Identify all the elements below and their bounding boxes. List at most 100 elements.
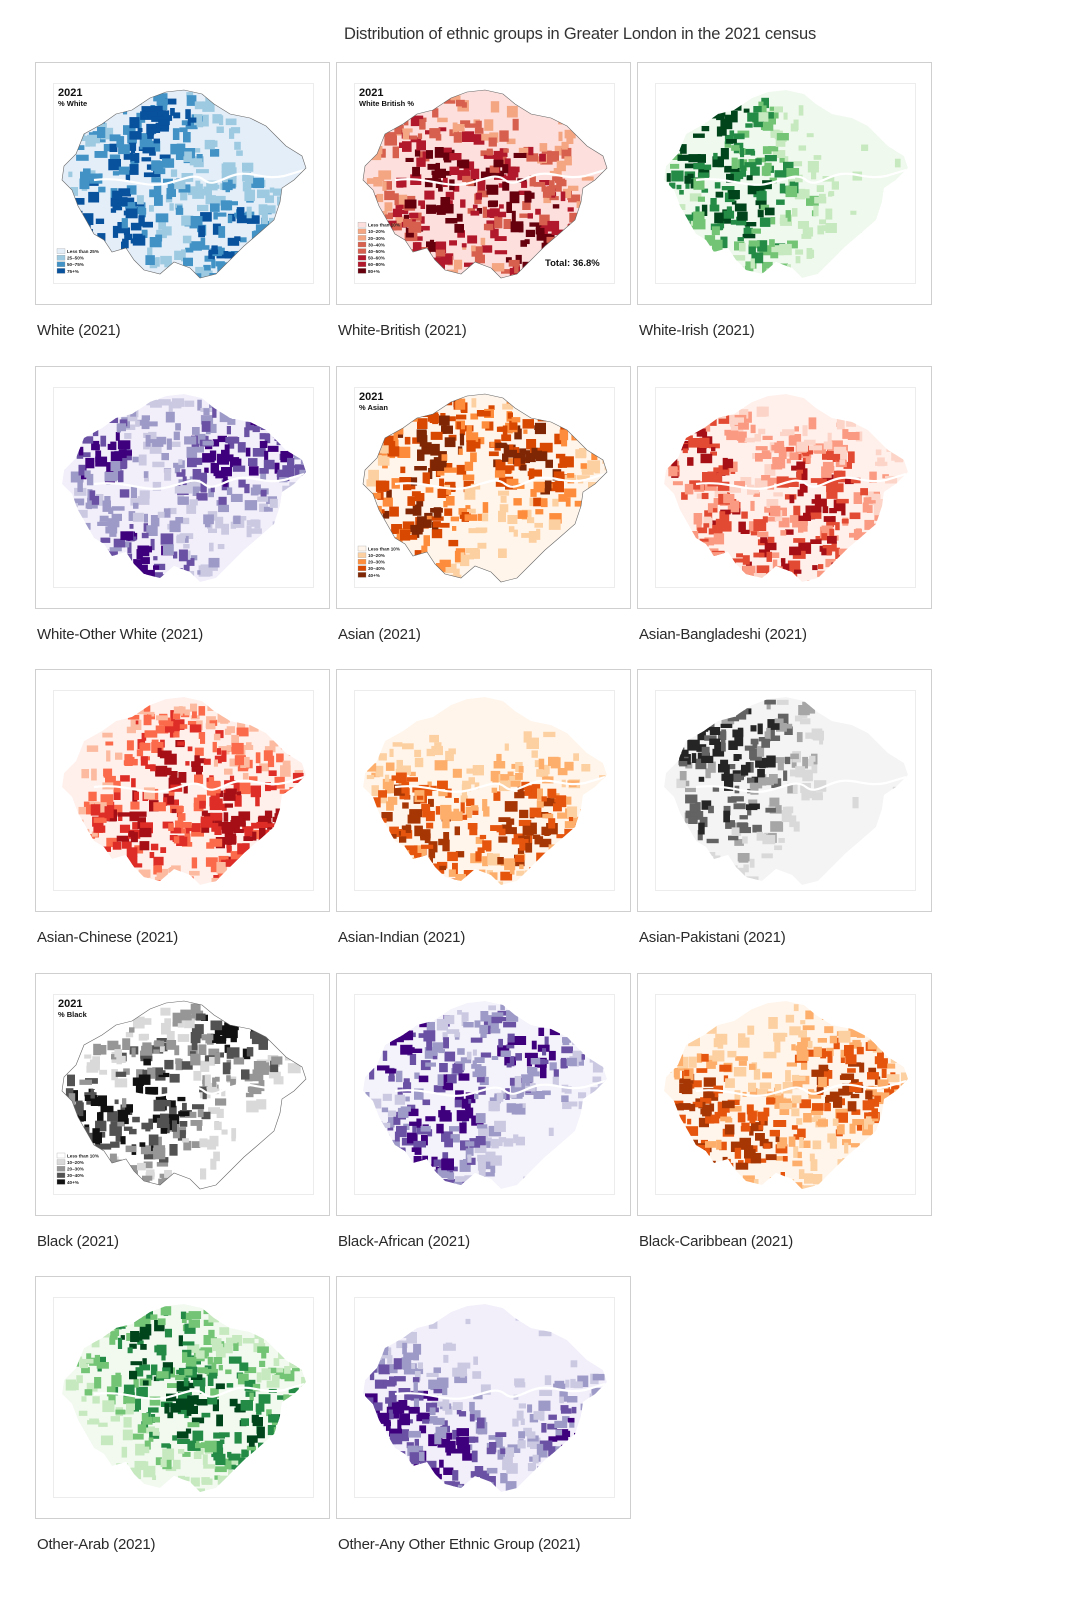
legend-swatch [357,268,367,274]
legend-swatch [56,255,66,261]
legend-swatch [357,551,367,558]
legend-label: Less than 25% [67,249,99,254]
map-image: 2021 White British % Less than 10% 10–20% 20… [354,83,615,284]
map-caption: White-Other White (2021) [37,625,204,643]
legend-label: 25–50% [67,256,84,261]
map-frame: 2021% Black Less than 10% 10–20% 20–30% 30–4… [35,972,330,1216]
map-caption: Black (2021) [37,1232,119,1250]
map-image: 2021% White Less than 25% 25–50% 50–75% 75+% [53,83,314,284]
map-inset-subtitle: % White [58,99,87,108]
map-inset-subtitle: % Asian [359,403,388,412]
map-caption: Asian-Bangladeshi (2021) [639,625,807,643]
map-caption: Asian-Chinese (2021) [37,929,179,946]
map-inset-title: 2021 [359,87,383,99]
choropleth-map [664,393,908,582]
legend-label: 20–30% [368,559,385,564]
legend-swatch [56,248,66,254]
map-image [354,1297,615,1498]
choropleth-map [664,1000,908,1189]
map-frame [336,669,631,912]
legend-swatch [56,1172,66,1178]
legend-label: 30–40% [368,566,385,571]
map-caption: Asian-Indian (2021) [338,929,466,946]
map-image [655,993,916,1195]
legend-swatch [56,1178,66,1185]
choropleth-map: 2021% Asian Less than 10% 10–20%20–30% 30–4… [357,391,608,582]
legend-label: 40–50% [368,249,385,254]
legend-swatch [357,222,367,228]
map-frame: 2021% White Less than 25% 25–50% 50–75% 75+% [35,62,330,305]
legend-label: 20–30% [67,1166,84,1171]
choropleth-map: 2021% White Less than 25% 25–50%50–75% 75+% [56,87,307,279]
map-caption: Black-Caribbean (2021) [639,1232,794,1250]
legend-label: 40+% [67,1179,79,1184]
map-image [53,1297,314,1498]
choropleth-map [363,1000,607,1189]
map-caption: Asian-Pakistani (2021) [639,929,786,946]
map-frame [637,62,932,305]
map-frame [637,365,932,609]
map-image [354,690,615,891]
map-frame: 2021% Asian Less than 10% 10–20% 20–30% 30–4… [336,365,631,609]
choropleth-map [363,1304,607,1492]
legend-label: 10–20% [368,229,385,234]
legend-swatch [357,558,367,564]
map-inset-subtitle: % Black [58,1010,88,1019]
legend-label: 40+% [368,572,380,577]
page-title: Distribution of ethnic groups in Greater… [343,25,817,43]
legend-label: Less than 10% [67,1153,99,1158]
legend-swatch [56,1158,66,1165]
legend-swatch [357,255,367,261]
map-image [53,386,314,588]
legend-swatch [56,261,66,267]
legend-label: 75+% [67,269,79,274]
map-caption: Black-African (2021) [338,1232,470,1250]
map-caption: Other-Arab (2021) [37,1536,156,1553]
map-frame: 2021 White British % Less than 10% 10–20% 20… [336,62,631,305]
choropleth-map [62,697,306,885]
choropleth-map [664,697,908,885]
map-image [53,690,314,891]
map-frame [637,972,932,1216]
map-caption: White-British (2021) [338,322,467,339]
legend-label: Less than 10% [368,223,400,228]
legend-swatch [56,1152,66,1158]
map-inset-title: 2021 [359,391,383,403]
legend-swatch [357,261,367,267]
map-image [655,386,916,588]
legend-swatch [357,571,367,578]
choropleth-map: 2021% Black Less than 10% 10–20%20–30% 30–4… [56,998,307,1189]
legend-swatch [56,1165,66,1171]
legend-label: 80+% [368,269,380,274]
map-caption: White (2021) [37,322,121,339]
legend-label: 30–40% [368,242,385,247]
legend-swatch [357,241,367,248]
map-image: 2021% Black Less than 10% 10–20% 20–30% 30–4… [53,993,314,1195]
map-caption: Other-Any Other Ethnic Group (2021) [338,1536,581,1553]
legend-label: 30–40% [67,1173,84,1178]
choropleth-map [363,697,607,885]
legend-label: 10–20% [368,553,385,558]
legend-label: 20–30% [368,236,385,241]
choropleth-map [62,1304,306,1492]
choropleth-map [664,90,908,278]
choropleth-map [62,393,306,582]
legend-swatch [357,545,367,551]
map-caption: White-Irish (2021) [639,322,755,339]
map-frame [35,365,330,609]
map-image: 2021% Asian Less than 10% 10–20% 20–30% 30–4… [354,386,615,588]
map-frame [35,1276,330,1519]
map-frame [336,1276,631,1519]
legend-label: 50–60% [368,256,385,261]
map-frame [336,972,631,1216]
map-inset-subtitle: White British % [359,99,414,108]
map-inset-title: 2021 [58,87,82,99]
legend-swatch [357,565,367,571]
legend-swatch [357,248,367,254]
map-frame [35,669,330,912]
legend-label: 50–75% [67,262,84,267]
legend-swatch [56,268,66,274]
map-inset-title: 2021 [58,998,82,1010]
legend-swatch [357,235,367,241]
